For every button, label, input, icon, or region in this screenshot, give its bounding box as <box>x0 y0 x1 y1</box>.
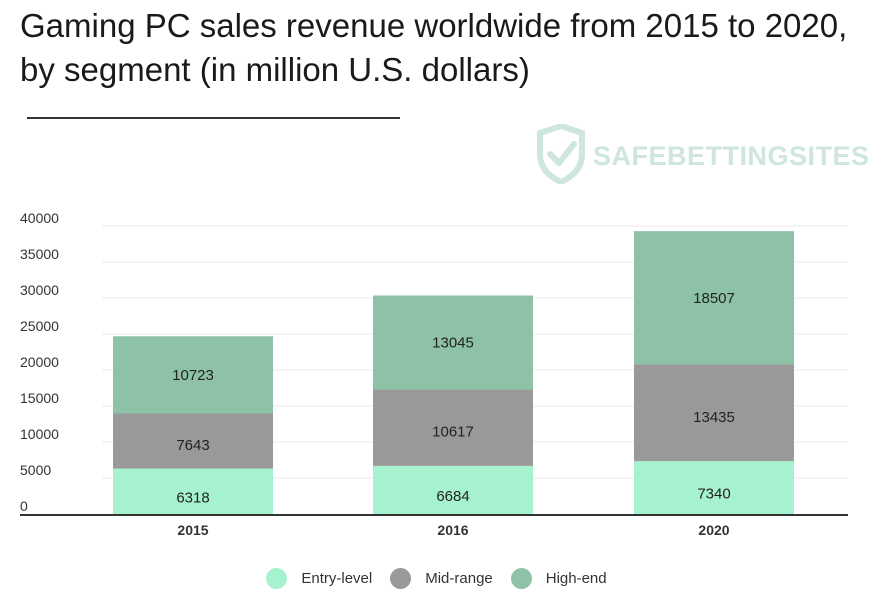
y-tick-label: 30000 <box>20 282 59 298</box>
title-divider <box>27 117 400 119</box>
y-tick-label: 10000 <box>20 426 59 442</box>
watermark-logo: SAFEBETTINGSITES <box>537 122 870 189</box>
y-tick-label: 25000 <box>20 318 59 334</box>
bar-segment-entry-level <box>634 461 794 514</box>
x-axis: 2015 2016 2020 <box>20 514 848 538</box>
data-label: 7643 <box>176 437 209 454</box>
data-label: 13045 <box>432 334 474 351</box>
bar-segment-mid-range <box>373 389 533 466</box>
y-tick-label: 15000 <box>20 390 59 406</box>
bar-segment-mid-range <box>634 364 794 462</box>
data-label: 10723 <box>172 367 214 384</box>
legend-item[interactable]: Mid-range <box>390 568 493 589</box>
legend: Entry-level Mid-range High-end <box>0 568 873 589</box>
legend-label: Mid-range <box>425 570 493 587</box>
bar-segment-entry-level <box>113 468 273 514</box>
bar-segment-high-end <box>373 295 533 390</box>
y-tick-label: 20000 <box>20 354 59 370</box>
bar-segment-high-end <box>113 336 273 414</box>
legend-item[interactable]: Entry-level <box>266 568 372 589</box>
data-label: 7340 <box>697 486 730 503</box>
stacked-bar-chart: 0 5000 10000 15000 20000 25000 30000 35000 40000… <box>20 210 848 538</box>
x-tick-label: 2020 <box>698 522 729 538</box>
y-tick-label: 5000 <box>20 462 51 478</box>
bar-segment-high-end <box>634 231 794 365</box>
data-label: 6684 <box>436 488 469 505</box>
x-tick-label: 2015 <box>177 522 208 538</box>
data-label: 10617 <box>432 424 474 441</box>
y-tick-label: 35000 <box>20 246 59 262</box>
legend-swatch <box>510 568 532 589</box>
data-label: 13435 <box>693 409 735 426</box>
legend-swatch <box>390 568 412 589</box>
data-label: 18507 <box>693 290 735 307</box>
bar-segment-mid-range <box>113 413 273 469</box>
y-tick-label: 40000 <box>20 210 59 226</box>
shield-check-icon <box>537 122 585 189</box>
legend-item[interactable]: High-end <box>510 568 607 589</box>
legend-label: Entry-level <box>301 570 373 587</box>
legend-swatch <box>266 568 288 589</box>
y-tick-label: 0 <box>20 498 28 514</box>
bar-segment-entry-level <box>373 465 533 514</box>
x-tick-label: 2016 <box>437 522 468 538</box>
y-axis: 0 5000 10000 15000 20000 25000 30000 35000 40000 <box>20 210 59 514</box>
data-label: 6318 <box>176 489 209 506</box>
logo-text: SAFEBETTINGSITES <box>593 140 870 171</box>
legend-label: High-end <box>545 570 607 587</box>
bars: 6318 7643 10723 6684 10617 13045 7340 13435 1850… <box>113 231 794 514</box>
chart-title: Gaming PC sales revenue worldwide from 2… <box>20 7 848 88</box>
